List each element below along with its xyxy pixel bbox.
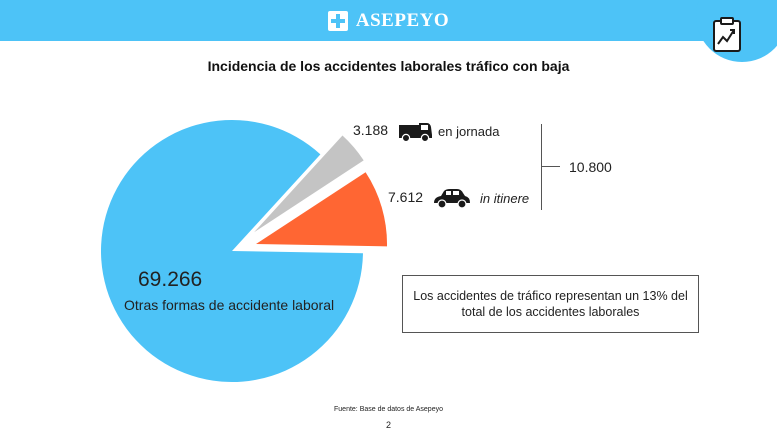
pie-slice-in-itinere xyxy=(256,172,388,247)
chart-clipboard-icon xyxy=(713,17,741,52)
slice-label-main: Otras formas de accidente laboral xyxy=(124,297,335,313)
slice-label-jornada: en jornada xyxy=(438,124,500,139)
note-text: Los accidentes de tráfico representan un… xyxy=(413,289,688,319)
brand-logo: ASEPEYO xyxy=(0,0,777,41)
van-icon xyxy=(399,123,432,143)
cross-icon xyxy=(327,10,348,31)
header-bar xyxy=(0,0,777,41)
slice-value-jornada: 3.188 xyxy=(353,122,389,138)
bracket-line xyxy=(541,124,542,210)
brand-name: ASEPEYO xyxy=(355,9,450,31)
slice-value-main: 69.266 xyxy=(138,268,203,291)
slice-value-itinere: 7.612 xyxy=(388,189,424,205)
traffic-total: 10.800 xyxy=(569,159,612,175)
note-box: Los accidentes de tráfico representan un… xyxy=(402,275,699,333)
chart-title: Incidencia de los accidentes laborales t… xyxy=(207,58,570,74)
pie-slice-otras-formas-de-accidente-laboral xyxy=(101,119,363,382)
page-number: 2 xyxy=(385,420,391,430)
bracket-tick xyxy=(542,166,560,167)
source-footnote: Fuente: Base de datos de Asepeyo xyxy=(334,406,443,413)
slice-label-itinere: in itinere xyxy=(480,191,530,206)
car-icon xyxy=(434,189,470,209)
pie-slice-en-jornada xyxy=(254,135,364,233)
